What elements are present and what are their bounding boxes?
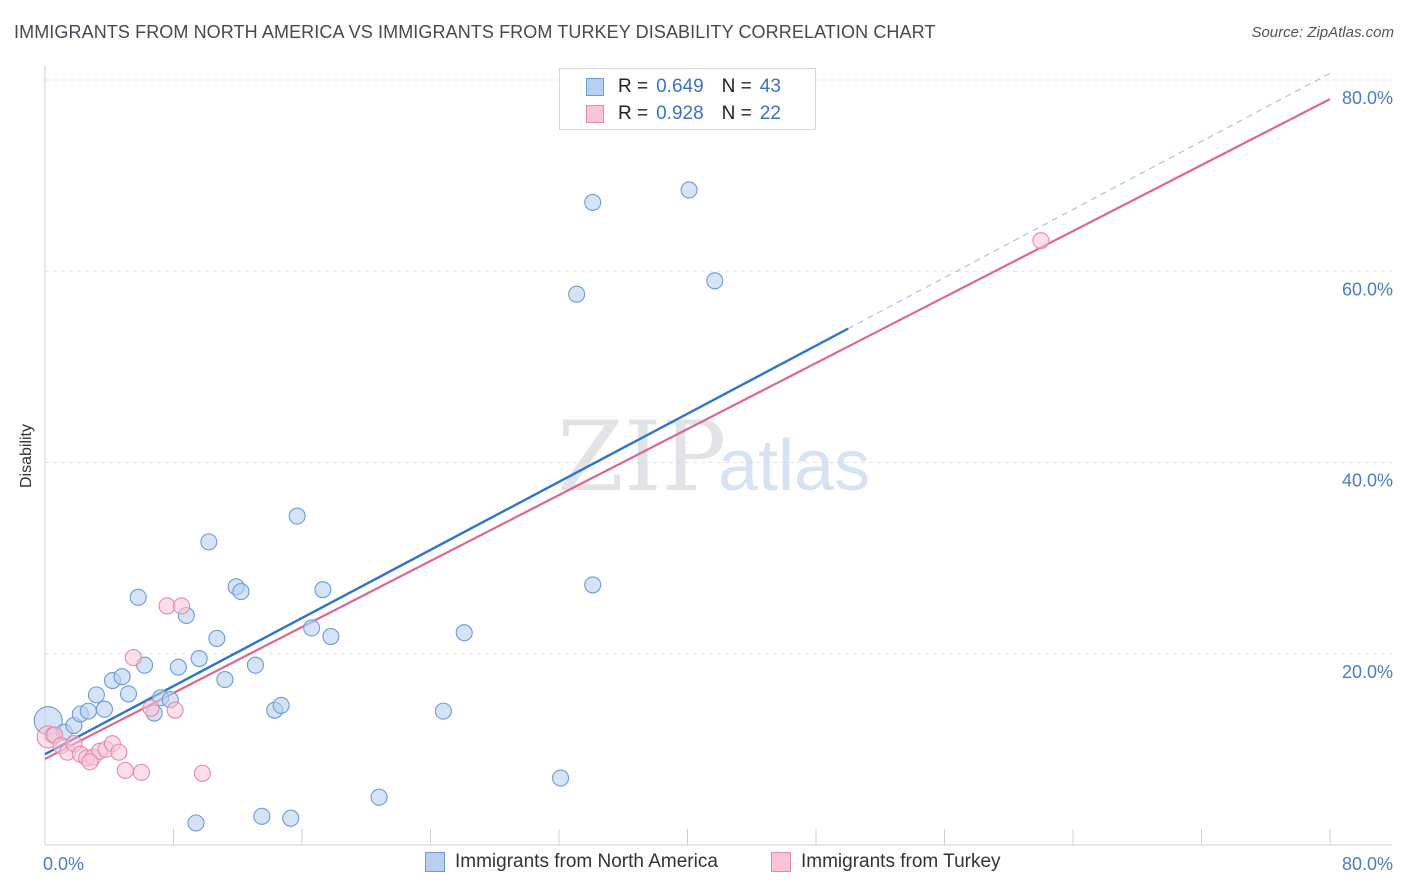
point-north-america — [322, 627, 340, 646]
trend-line-turkey — [44, 98, 1331, 760]
point-north-america — [119, 685, 138, 703]
bottom-legend-label: Immigrants from Turkey — [801, 851, 1001, 872]
bottom-legend-turkey: Immigrants from Turkey — [771, 851, 1001, 873]
legend-r-label: R = — [618, 103, 649, 124]
point-turkey — [124, 649, 142, 667]
point-north-america — [253, 807, 271, 825]
source-credit: Source: ZipAtlas.com — [1251, 24, 1394, 41]
trend-lines — [44, 72, 1331, 760]
point-turkey — [172, 597, 191, 615]
trend-line-north-america — [44, 327, 849, 756]
y-tick-label: 20.0% — [1342, 662, 1393, 682]
point-turkey — [142, 699, 160, 717]
legend-r-value: 0.649 — [656, 76, 704, 97]
point-north-america — [584, 576, 602, 594]
point-north-america — [282, 809, 300, 827]
legend-n-label: N = — [721, 76, 752, 97]
legend-swatch-pink — [586, 105, 604, 123]
point-north-america — [113, 668, 131, 686]
legend-r-label: R = — [618, 76, 649, 97]
point-turkey — [116, 761, 134, 779]
bottom-legend-north-america: Immigrants from North America — [425, 851, 718, 873]
legend-row-turkey: R = 0.928 N = 22 — [586, 102, 781, 126]
x-tick-label: 80.0% — [1342, 854, 1393, 874]
point-north-america — [87, 686, 105, 704]
point-turkey — [81, 753, 99, 771]
point-north-america — [552, 769, 570, 787]
y-tick-labels: 20.0% 40.0% 60.0% 80.0% — [1342, 88, 1393, 682]
trend-line-north-america-extension — [847, 72, 1331, 330]
point-north-america — [187, 814, 205, 832]
data-points — [33, 181, 1050, 832]
point-north-america — [79, 702, 97, 720]
point-north-america — [208, 629, 226, 648]
chart-title: IMMIGRANTS FROM NORTH AMERICA VS IMMIGRA… — [14, 22, 936, 42]
point-north-america — [434, 702, 452, 720]
point-north-america — [190, 649, 208, 668]
y-tick-label: 80.0% — [1342, 88, 1393, 108]
point-turkey — [110, 743, 128, 761]
bottom-legend-label: Immigrants from North America — [455, 851, 718, 872]
point-north-america — [303, 619, 321, 637]
point-north-america — [370, 788, 388, 806]
point-north-america — [314, 581, 332, 599]
watermark-zip: ZIP — [557, 401, 726, 513]
point-north-america — [272, 696, 290, 714]
y-tick-label: 40.0% — [1342, 471, 1393, 491]
legend-n-value: 43 — [759, 76, 781, 97]
bottom-legend-swatch-blue — [425, 852, 445, 872]
point-north-america — [246, 656, 264, 674]
correlation-legend: R = 0.649 N = 43 R = 0.928 N = 22 — [559, 68, 816, 130]
point-turkey — [158, 597, 176, 615]
x-tick-label: 0.0% — [43, 854, 84, 874]
point-north-america — [455, 624, 473, 642]
watermark: ZIP atlas — [557, 401, 870, 513]
point-turkey — [193, 764, 211, 782]
point-turkey — [1032, 232, 1050, 250]
point-north-america — [200, 533, 218, 551]
point-turkey — [132, 763, 150, 781]
watermark-atlas: atlas — [718, 426, 870, 506]
point-north-america — [568, 285, 586, 303]
point-north-america — [680, 181, 698, 199]
legend-n-value: 22 — [759, 103, 781, 124]
point-north-america — [169, 658, 187, 676]
point-north-america — [584, 193, 602, 211]
legend-n-label: N = — [721, 103, 752, 124]
x-tick-labels: 0.0% 80.0% — [43, 854, 1393, 874]
point-north-america — [95, 700, 113, 718]
legend-r-value: 0.928 — [656, 103, 704, 124]
point-turkey — [166, 701, 184, 719]
bottom-legend-swatch-pink — [771, 852, 791, 872]
point-north-america — [129, 588, 147, 606]
legend-swatch-blue — [586, 78, 604, 96]
y-tick-label: 60.0% — [1342, 279, 1393, 299]
point-north-america — [706, 272, 724, 290]
gridlines — [45, 79, 1392, 655]
legend-row-north-america: R = 0.649 N = 43 — [586, 75, 781, 99]
point-north-america — [288, 507, 306, 525]
point-north-america — [232, 583, 250, 601]
point-north-america — [216, 671, 234, 689]
